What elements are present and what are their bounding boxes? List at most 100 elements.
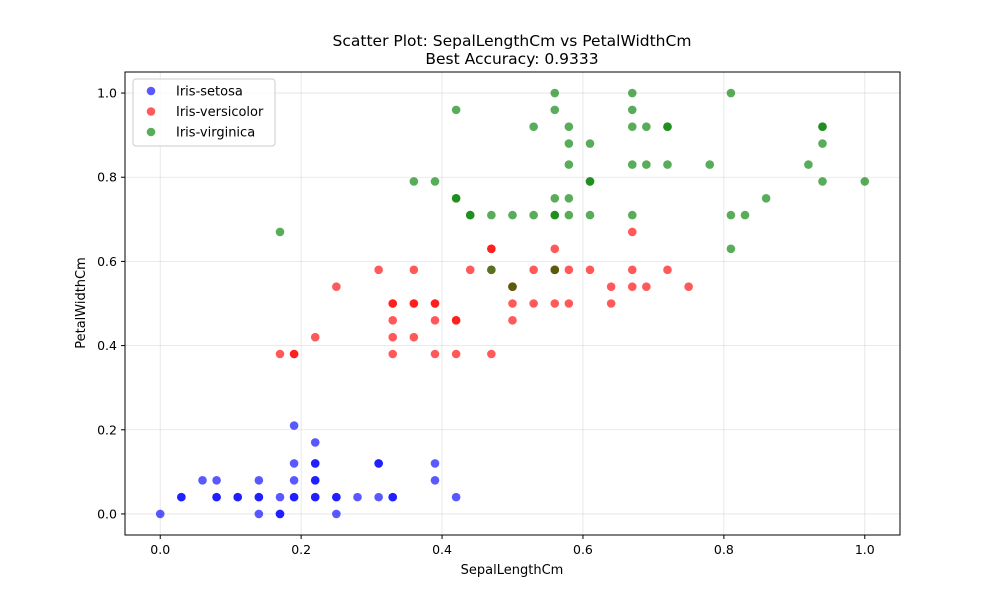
data-point-iris-setosa <box>353 492 362 502</box>
data-point-iris-versicolor <box>487 349 496 359</box>
data-point-iris-setosa <box>254 475 264 485</box>
data-point-iris-versicolor <box>289 349 299 359</box>
legend-label: Iris-versicolor <box>176 105 264 120</box>
data-point-iris-virginica <box>529 122 538 132</box>
data-point-iris-versicolor <box>409 332 419 342</box>
data-point-iris-virginica <box>564 160 574 169</box>
data-point-iris-versicolor <box>627 265 637 275</box>
data-point-iris-versicolor <box>606 282 616 291</box>
data-point-iris-virginica <box>275 227 285 237</box>
data-point-iris-virginica <box>663 160 672 169</box>
x-tick-label: 0.8 <box>714 542 734 557</box>
data-point-iris-virginica <box>409 177 419 186</box>
data-points <box>155 88 870 519</box>
y-axis-label: PetalWidthCm <box>74 257 89 349</box>
data-point-iris-versicolor <box>550 244 560 254</box>
data-point-iris-versicolor <box>508 299 517 308</box>
data-point-iris-versicolor <box>388 299 398 308</box>
chart-title: Scatter Plot: SepalLengthCm vs PetalWidt… <box>333 32 692 50</box>
axis-ticks: 0.0 0.2 0.4 0.6 0.8 1.0 0.0 0.2 0.4 0.6 0.8 1.0 <box>97 86 875 557</box>
data-point-iris-virginica <box>585 139 595 148</box>
data-point-iris-versicolor <box>684 282 693 291</box>
data-point-iris-setosa <box>310 475 320 485</box>
data-point-iris-versicolor <box>642 282 651 291</box>
x-tick-label: 1.0 <box>855 542 875 557</box>
x-axis-label: SepalLengthCm <box>461 563 564 578</box>
data-point-iris-virginica <box>550 193 560 203</box>
legend-marker <box>146 127 156 137</box>
data-point-iris-versicolor <box>627 227 637 237</box>
data-point-iris-versicolor <box>585 265 595 275</box>
data-point-iris-virginica <box>627 88 637 98</box>
data-point-iris-virginica <box>642 160 651 169</box>
data-point-iris-virginica <box>564 122 574 132</box>
data-point-iris-virginica <box>705 160 715 169</box>
data-point-iris-versicolor <box>332 282 341 291</box>
data-point-iris-setosa <box>430 459 440 468</box>
data-point-iris-virginica <box>550 210 560 220</box>
data-point-iris-virginica <box>860 177 870 186</box>
data-point-iris-setosa <box>289 459 299 468</box>
data-point-iris-virginica <box>726 210 736 220</box>
data-point-iris-versicolor <box>508 316 517 325</box>
data-point-iris-setosa <box>388 492 398 502</box>
y-tick-label: 0.6 <box>97 254 117 269</box>
data-point-iris-setosa <box>198 475 207 485</box>
data-point-iris-versicolor <box>388 316 398 325</box>
grid <box>125 72 900 535</box>
data-point-iris-setosa <box>451 492 461 502</box>
chart-subtitle: Best Accuracy: 0.9333 <box>425 50 598 68</box>
data-point-iris-virginica <box>451 105 461 115</box>
data-point-iris-setosa <box>177 492 186 502</box>
data-point-iris-virginica <box>627 105 637 115</box>
data-point-iris-virginica <box>585 210 595 220</box>
data-point-iris-versicolor <box>388 349 398 359</box>
data-point-iris-setosa <box>332 492 341 502</box>
data-point-iris-virginica <box>804 160 813 169</box>
data-point-iris-virginica <box>740 210 750 220</box>
data-point-iris-virginica <box>627 160 637 169</box>
data-point-iris-versicolor <box>430 316 440 325</box>
y-tick-label: 1.0 <box>97 86 117 101</box>
data-point-iris-versicolor <box>627 282 637 291</box>
data-point-iris-versicolor <box>374 265 383 275</box>
data-point-iris-virginica <box>508 210 517 220</box>
data-point-iris-virginica <box>529 210 538 220</box>
data-point-iris-versicolor <box>451 349 461 359</box>
data-point-iris-virginica <box>487 210 496 220</box>
data-point-iris-versicolor <box>388 332 398 342</box>
data-point-iris-versicolor <box>430 299 440 308</box>
data-point-iris-virginica <box>818 177 827 186</box>
data-point-iris-virginica <box>818 139 827 148</box>
data-point-iris-virginica <box>550 88 560 98</box>
data-point-iris-setosa <box>332 509 341 519</box>
data-point-iris-virginica <box>726 88 736 98</box>
legend-box <box>132 78 276 147</box>
data-point-iris-virginica <box>627 122 637 132</box>
data-point-iris-versicolor <box>564 265 574 275</box>
data-point-iris-setosa <box>374 459 383 468</box>
data-point-iris-versicolor <box>451 316 461 325</box>
data-point-iris-virginica <box>663 122 672 132</box>
data-point-iris-virginica <box>550 265 560 275</box>
data-point-iris-setosa <box>374 492 383 502</box>
data-point-iris-virginica <box>564 193 574 203</box>
legend-label: Iris-setosa <box>176 85 243 100</box>
data-point-iris-setosa <box>430 475 440 485</box>
data-point-iris-setosa <box>254 509 264 519</box>
data-point-iris-virginica <box>761 193 771 203</box>
data-point-iris-setosa <box>254 492 264 502</box>
data-point-iris-setosa <box>212 475 221 485</box>
x-tick-label: 0.2 <box>291 542 311 557</box>
data-point-iris-virginica <box>818 122 827 132</box>
data-point-iris-virginica <box>430 177 440 186</box>
x-tick-label: 0.4 <box>432 542 452 557</box>
data-point-iris-setosa <box>310 438 320 447</box>
data-point-iris-virginica <box>642 122 651 132</box>
data-point-iris-versicolor <box>310 332 320 342</box>
plot-frame <box>124 71 901 536</box>
legend: Iris-setosa Iris-versicolor Iris-virginica <box>132 78 276 147</box>
data-point-iris-setosa <box>310 492 320 502</box>
legend-marker <box>146 107 156 116</box>
